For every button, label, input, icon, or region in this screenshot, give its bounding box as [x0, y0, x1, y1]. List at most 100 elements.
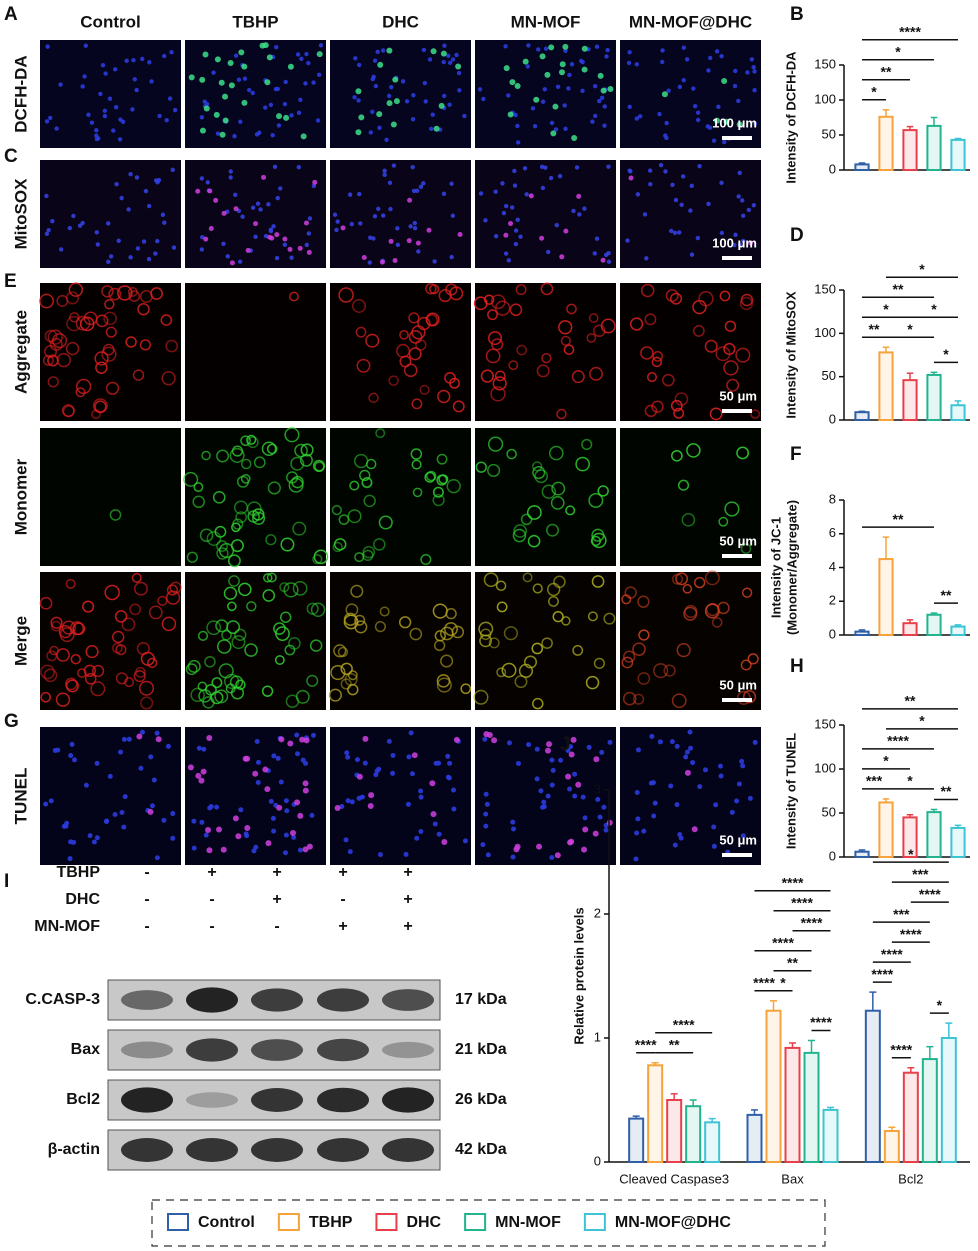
stained-cell: [438, 102, 445, 109]
stained-cell: [509, 303, 523, 317]
stained-cell: [44, 345, 57, 358]
stained-cell: [581, 438, 593, 451]
nucleus: [254, 132, 260, 137]
nucleus: [513, 241, 519, 247]
nucleus: [48, 798, 54, 804]
bar: [950, 404, 966, 421]
stained-cell: [563, 344, 575, 355]
stained-cell: [491, 737, 498, 744]
nucleus: [649, 733, 655, 739]
stained-cell: [340, 662, 353, 676]
y-tick-label: 0: [594, 1153, 601, 1168]
stained-cell: [229, 447, 245, 463]
stained-cell: [483, 294, 495, 305]
nucleus: [549, 782, 555, 788]
stained-cell: [488, 637, 500, 649]
column-header: MN-MOF@DHC: [629, 12, 752, 31]
stained-cell: [632, 642, 646, 656]
lane-sign: -: [144, 918, 149, 935]
nucleus: [44, 119, 50, 124]
stained-cell: [240, 473, 251, 484]
lane-sign: -: [340, 891, 345, 908]
stained-cell: [719, 290, 731, 302]
stained-cell: [288, 637, 301, 650]
nucleus: [170, 835, 176, 841]
nucleus: [512, 168, 517, 174]
nucleus: [741, 213, 746, 219]
panel-letter: F: [790, 444, 802, 465]
row-label: Monomer: [11, 458, 30, 535]
stained-cell: [388, 238, 394, 244]
nucleus: [410, 164, 415, 170]
stained-cell: [621, 656, 634, 669]
nucleus: [113, 105, 119, 110]
nucleus: [83, 43, 89, 48]
nucleus: [374, 768, 380, 774]
stained-cell: [748, 240, 754, 246]
stained-cell: [747, 653, 759, 665]
stained-cell: [283, 582, 299, 598]
stained-cell: [134, 581, 148, 596]
nucleus: [315, 118, 321, 123]
stained-cell: [112, 630, 125, 644]
stained-cell: [426, 227, 432, 233]
stained-cell: [386, 47, 393, 54]
nucleus: [380, 213, 386, 218]
stained-cell: [228, 575, 240, 587]
stained-cell: [621, 594, 632, 605]
y-axis-label: Intensity of JC-1: [768, 517, 783, 618]
error-bar: [930, 371, 938, 375]
stained-cell: [252, 770, 259, 777]
nucleus: [634, 830, 640, 836]
stained-cell: [198, 777, 205, 784]
stained-cell: [444, 372, 456, 384]
panel-letter: D: [790, 225, 804, 246]
stained-cell: [306, 674, 319, 687]
stained-cell: [292, 580, 308, 596]
nucleus: [370, 109, 375, 115]
nucleus: [428, 126, 434, 132]
nucleus: [592, 251, 597, 256]
stained-cell: [501, 662, 517, 678]
x-tick-label: Cleaved Caspase3: [619, 1171, 729, 1186]
stained-cell: [218, 79, 225, 86]
bar: [926, 124, 942, 171]
nucleus: [586, 744, 592, 750]
stained-cell: [157, 595, 168, 606]
y-tick-label: 3: [594, 781, 601, 796]
stained-cell: [302, 780, 309, 787]
nucleus: [91, 839, 97, 845]
nucleus: [597, 98, 602, 104]
stained-cell: [526, 505, 542, 520]
bar: [878, 801, 894, 859]
nucleus: [135, 246, 141, 251]
stained-cell: [378, 515, 393, 530]
nucleus: [594, 236, 600, 241]
stained-cell: [340, 678, 352, 690]
micrograph: [330, 428, 471, 566]
stained-cell: [492, 376, 507, 391]
stained-cell: [374, 621, 387, 633]
stained-cell: [216, 547, 229, 560]
nucleus: [104, 818, 110, 824]
treatment-label: TBHP: [56, 864, 100, 881]
nucleus: [599, 95, 605, 101]
nucleus: [138, 765, 144, 771]
nucleus: [513, 112, 518, 118]
nucleus: [112, 812, 118, 818]
stained-cell: [264, 79, 271, 86]
nucleus: [673, 197, 679, 203]
scale-bar-label: 100 μm: [712, 115, 757, 130]
bar: [746, 1113, 763, 1164]
treatment-label: DHC: [65, 891, 100, 908]
band-size: 42 kDa: [455, 1141, 507, 1158]
nucleus: [143, 188, 149, 194]
stained-cell: [200, 768, 207, 775]
stained-cell: [169, 581, 182, 594]
nucleus: [403, 851, 409, 857]
nucleus: [660, 48, 665, 53]
nucleus: [681, 45, 687, 50]
nucleus: [719, 230, 725, 236]
error-bar: [926, 1045, 934, 1060]
nucleus: [203, 832, 209, 838]
